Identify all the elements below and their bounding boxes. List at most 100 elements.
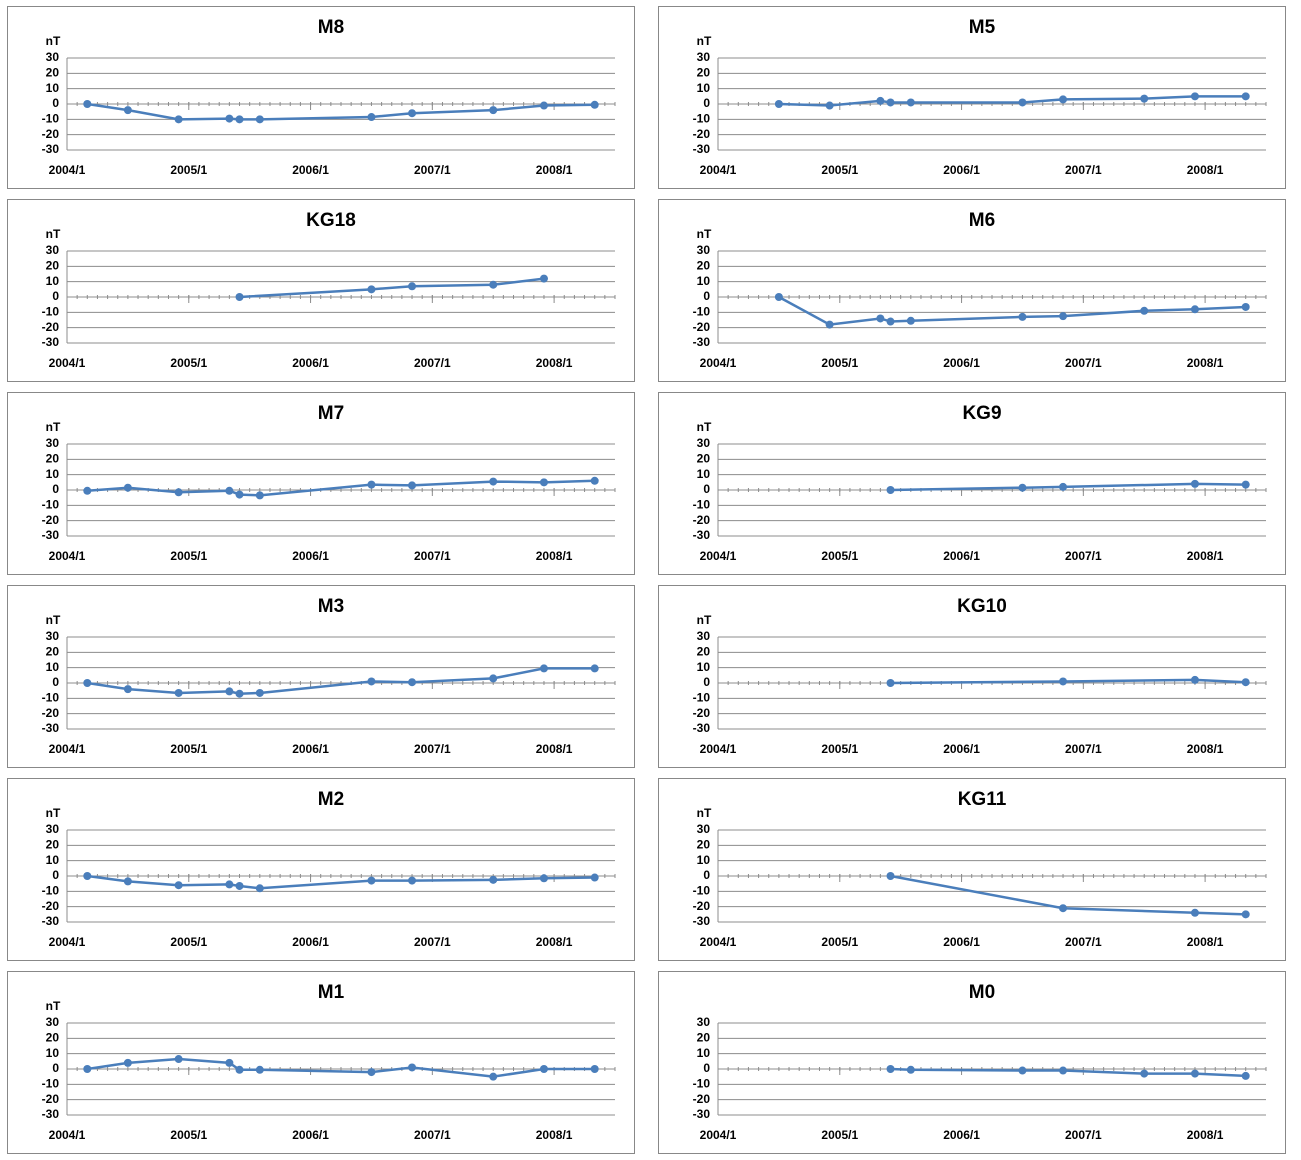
data-point <box>1190 675 1199 684</box>
data-point <box>1059 482 1068 491</box>
y-tick-label: -10 <box>693 691 711 705</box>
chart-title: KG9 <box>962 403 1001 424</box>
x-tick-label: 2004/1 <box>49 742 86 756</box>
x-tick-label: 2004/1 <box>49 935 86 949</box>
x-tick-label: 2007/1 <box>1065 356 1102 370</box>
chart-title: M3 <box>318 596 344 617</box>
y-tick-label: 10 <box>46 467 60 481</box>
y-tick-label: 0 <box>52 1061 59 1075</box>
x-tick-label: 2007/1 <box>1065 742 1102 756</box>
data-point <box>876 314 885 323</box>
data-point <box>235 689 244 698</box>
x-tick-label: 2004/1 <box>700 1128 737 1142</box>
panel-border <box>7 199 635 382</box>
x-tick-label: 2007/1 <box>414 163 451 177</box>
data-point <box>1190 479 1199 488</box>
y-tick-label: -10 <box>42 884 60 898</box>
data-point <box>886 1065 895 1073</box>
data-point <box>408 678 417 687</box>
data-point <box>255 884 264 893</box>
x-tick-label: 2008/1 <box>1187 356 1224 370</box>
y-tick-label: -30 <box>693 528 711 542</box>
data-point <box>123 685 132 694</box>
x-tick-label: 2005/1 <box>170 935 207 949</box>
y-axis-label: nT <box>46 420 61 434</box>
data-point <box>225 687 234 696</box>
data-point <box>1241 480 1250 489</box>
y-axis-label: nT <box>46 999 61 1013</box>
y-tick-label: 30 <box>46 629 60 643</box>
y-tick-label: 10 <box>46 274 60 288</box>
data-point <box>255 1065 264 1074</box>
data-point <box>408 481 417 490</box>
y-tick-label: -20 <box>42 127 60 141</box>
panel-border <box>658 778 1286 961</box>
data-point <box>83 100 92 108</box>
data-point <box>489 477 498 486</box>
x-tick-label: 2005/1 <box>821 163 858 177</box>
x-tick-label: 2007/1 <box>1065 1128 1102 1142</box>
x-tick-label: 2008/1 <box>1187 935 1224 949</box>
data-point <box>235 293 244 301</box>
y-tick-label: 20 <box>46 452 60 466</box>
x-tick-label: 2006/1 <box>943 742 980 756</box>
chart-title: M7 <box>318 403 344 424</box>
data-point <box>886 679 895 687</box>
data-point <box>123 483 132 492</box>
data-point <box>408 109 417 118</box>
y-tick-label: 0 <box>703 675 710 689</box>
y-tick-label: 10 <box>697 274 711 288</box>
x-tick-label: 2005/1 <box>170 356 207 370</box>
y-tick-label: -30 <box>42 1107 60 1121</box>
y-tick-label: -20 <box>42 320 60 334</box>
x-tick-label: 2008/1 <box>536 549 573 563</box>
y-tick-label: -20 <box>42 1092 60 1106</box>
chart-title: KG18 <box>306 210 356 231</box>
data-point <box>174 688 183 697</box>
data-point <box>539 664 548 673</box>
data-point <box>174 1055 183 1064</box>
panel-border <box>658 199 1286 382</box>
x-tick-label: 2004/1 <box>700 356 737 370</box>
x-tick-label: 2005/1 <box>821 935 858 949</box>
y-tick-label: 0 <box>703 868 710 882</box>
chart-title: M0 <box>969 982 995 1003</box>
data-point <box>367 677 376 686</box>
chart-title: KG10 <box>957 596 1007 617</box>
x-tick-label: 2006/1 <box>292 742 329 756</box>
x-tick-label: 2005/1 <box>821 549 858 563</box>
data-line <box>890 678 1246 685</box>
data-point <box>1190 305 1199 314</box>
y-tick-label: 20 <box>46 259 60 273</box>
y-tick-label: -30 <box>42 914 60 928</box>
x-tick-label: 2007/1 <box>414 356 451 370</box>
data-point <box>255 688 264 697</box>
data-point <box>1241 92 1250 101</box>
data-point <box>539 874 548 883</box>
y-tick-label: 0 <box>703 482 710 496</box>
y-tick-label: -30 <box>693 721 711 735</box>
x-tick-label: 2006/1 <box>292 163 329 177</box>
data-point <box>539 478 548 487</box>
y-tick-label: 20 <box>697 66 711 80</box>
data-line <box>890 874 1246 916</box>
y-tick-label: -10 <box>693 1077 711 1091</box>
data-point <box>886 872 895 880</box>
data-point <box>235 1065 244 1074</box>
y-tick-label: 10 <box>697 1046 711 1060</box>
x-tick-label: 2006/1 <box>943 549 980 563</box>
x-tick-label: 2004/1 <box>49 356 86 370</box>
data-point <box>1241 302 1250 311</box>
y-axis-label: nT <box>46 227 61 241</box>
data-point <box>590 1065 599 1073</box>
y-tick-label: 20 <box>46 645 60 659</box>
x-tick-label: 2007/1 <box>414 742 451 756</box>
data-point <box>774 100 783 108</box>
x-tick-label: 2004/1 <box>700 163 737 177</box>
y-tick-label: -30 <box>693 914 711 928</box>
data-point <box>1059 95 1068 104</box>
